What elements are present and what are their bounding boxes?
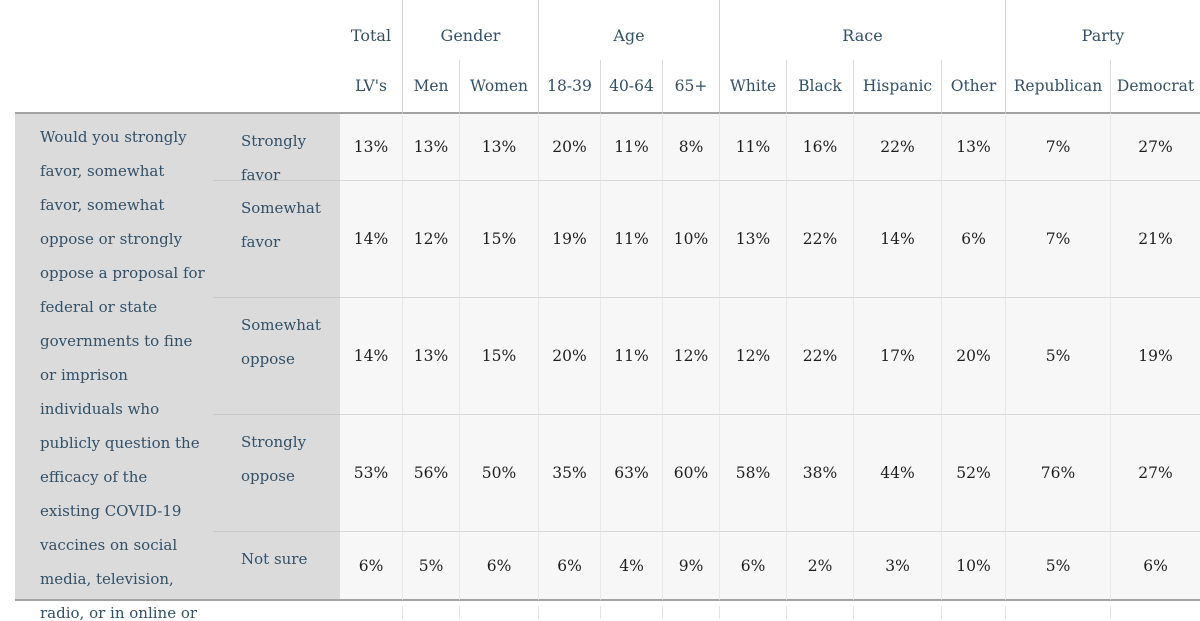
data-cell-somewhat-oppose-other: 20%	[941, 297, 1005, 414]
next-row-divider-stub	[719, 606, 786, 619]
data-cell-somewhat-oppose-black: 22%	[786, 297, 853, 414]
data-cell-somewhat-oppose-hispanic: 17%	[853, 297, 941, 414]
column-header-black: Black	[786, 60, 853, 112]
data-cell-strongly-oppose-black: 38%	[786, 414, 853, 531]
data-cell-strongly-oppose-65: 60%	[662, 414, 719, 531]
data-cell-not-sure-hispanic: 3%	[853, 531, 941, 601]
data-cell-not-sure-black: 2%	[786, 531, 853, 601]
data-cell-strongly-favor-hispanic: 22%	[853, 112, 941, 180]
data-cell-strongly-favor-18-39: 20%	[538, 112, 600, 180]
next-row-divider-stub	[538, 606, 600, 619]
next-row-divider-stub	[600, 606, 662, 619]
data-cell-somewhat-favor-black: 22%	[786, 180, 853, 297]
column-group-header-party: Party	[1005, 0, 1200, 60]
data-cell-not-sure-40-64: 4%	[600, 531, 662, 601]
data-cell-not-sure-white: 6%	[719, 531, 786, 601]
data-cell-strongly-favor-women: 13%	[459, 112, 538, 180]
data-cell-somewhat-favor-democrat: 21%	[1110, 180, 1200, 297]
data-cell-not-sure-18-39: 6%	[538, 531, 600, 601]
data-cell-somewhat-favor-40-64: 11%	[600, 180, 662, 297]
data-cell-strongly-favor-white: 11%	[719, 112, 786, 180]
column-header-men: Men	[402, 60, 459, 112]
next-row-divider-stub	[786, 606, 853, 619]
next-row-divider-stub	[853, 606, 941, 619]
next-row-divider-stub	[402, 606, 459, 619]
data-cell-somewhat-favor-other: 6%	[941, 180, 1005, 297]
column-group-header-gender: Gender	[402, 0, 538, 60]
data-cell-strongly-oppose-hispanic: 44%	[853, 414, 941, 531]
column-header-hispanic: Hispanic	[853, 60, 941, 112]
data-cell-strongly-favor-black: 16%	[786, 112, 853, 180]
data-cell-not-sure-65: 9%	[662, 531, 719, 601]
column-header-40-64: 40-64	[600, 60, 662, 112]
row-label-somewhat-favor: Somewhat favor	[213, 180, 340, 297]
column-group-header-race: Race	[719, 0, 1005, 60]
data-cell-somewhat-oppose-40-64: 11%	[600, 297, 662, 414]
data-cell-strongly-oppose-democrat: 27%	[1110, 414, 1200, 531]
data-cell-somewhat-oppose-democrat: 19%	[1110, 297, 1200, 414]
row-label-strongly-favor: Strongly favor	[213, 112, 340, 184]
data-cell-somewhat-favor-18-39: 19%	[538, 180, 600, 297]
data-cell-somewhat-oppose-men: 13%	[402, 297, 459, 414]
data-cell-somewhat-oppose-women: 15%	[459, 297, 538, 414]
data-cell-strongly-favor-65: 8%	[662, 112, 719, 180]
question-text: Would you strongly favor, somewhat favor…	[40, 128, 205, 621]
column-header-white: White	[719, 60, 786, 112]
data-cell-strongly-favor-men: 13%	[402, 112, 459, 180]
data-cell-strongly-oppose-white: 58%	[719, 414, 786, 531]
data-cell-strongly-favor-lv-s: 13%	[340, 112, 402, 180]
crosstab-table: Would you strongly favor, somewhat favor…	[15, 0, 1200, 621]
data-cell-strongly-oppose-other: 52%	[941, 414, 1005, 531]
column-header-republican: Republican	[1005, 60, 1110, 112]
data-cell-not-sure-men: 5%	[402, 531, 459, 601]
data-cell-strongly-oppose-lv-s: 53%	[340, 414, 402, 531]
row-label-not-sure: Not sure	[213, 531, 340, 601]
data-cell-somewhat-favor-white: 13%	[719, 180, 786, 297]
data-cell-somewhat-oppose-65: 12%	[662, 297, 719, 414]
data-cell-strongly-oppose-18-39: 35%	[538, 414, 600, 531]
data-cell-strongly-oppose-republican: 76%	[1005, 414, 1110, 531]
data-cell-strongly-favor-republican: 7%	[1005, 112, 1110, 180]
data-cell-somewhat-favor-65: 10%	[662, 180, 719, 297]
row-label-somewhat-oppose: Somewhat oppose	[213, 297, 340, 414]
column-header-65: 65+	[662, 60, 719, 112]
data-cell-not-sure-other: 10%	[941, 531, 1005, 601]
data-cell-strongly-oppose-women: 50%	[459, 414, 538, 531]
column-header-democrat: Democrat	[1110, 60, 1200, 112]
data-cell-somewhat-favor-women: 15%	[459, 180, 538, 297]
column-header-women: Women	[459, 60, 538, 112]
data-cell-somewhat-favor-men: 12%	[402, 180, 459, 297]
data-cell-strongly-oppose-40-64: 63%	[600, 414, 662, 531]
column-header-other: Other	[941, 60, 1005, 112]
data-cell-somewhat-favor-hispanic: 14%	[853, 180, 941, 297]
data-cell-strongly-favor-40-64: 11%	[600, 112, 662, 180]
next-row-divider-stub	[459, 606, 538, 619]
data-cell-not-sure-republican: 5%	[1005, 531, 1110, 601]
data-cell-not-sure-democrat: 6%	[1110, 531, 1200, 601]
next-row-divider-stub	[1005, 606, 1110, 619]
data-cell-strongly-oppose-men: 56%	[402, 414, 459, 531]
question-cell: Would you strongly favor, somewhat favor…	[15, 112, 213, 621]
data-cell-somewhat-favor-lv-s: 14%	[340, 180, 402, 297]
data-cell-strongly-favor-other: 13%	[941, 112, 1005, 180]
next-row-divider-stub	[1110, 606, 1200, 619]
data-cell-somewhat-oppose-republican: 5%	[1005, 297, 1110, 414]
data-cell-not-sure-lv-s: 6%	[340, 531, 402, 601]
next-row-divider-stub	[941, 606, 1005, 619]
next-row-divider-stub	[662, 606, 719, 619]
data-cell-somewhat-oppose-lv-s: 14%	[340, 297, 402, 414]
data-cell-not-sure-women: 6%	[459, 531, 538, 601]
column-header-18-39: 18-39	[538, 60, 600, 112]
column-group-header-total: Total	[350, 25, 392, 45]
column-group-header-age: Age	[538, 0, 719, 60]
row-label-strongly-oppose: Strongly oppose	[213, 414, 340, 531]
data-cell-strongly-favor-democrat: 27%	[1110, 112, 1200, 180]
data-cell-somewhat-favor-republican: 7%	[1005, 180, 1110, 297]
data-cell-somewhat-oppose-white: 12%	[719, 297, 786, 414]
data-cell-somewhat-oppose-18-39: 20%	[538, 297, 600, 414]
column-header-lv-s: LV's	[355, 77, 387, 95]
